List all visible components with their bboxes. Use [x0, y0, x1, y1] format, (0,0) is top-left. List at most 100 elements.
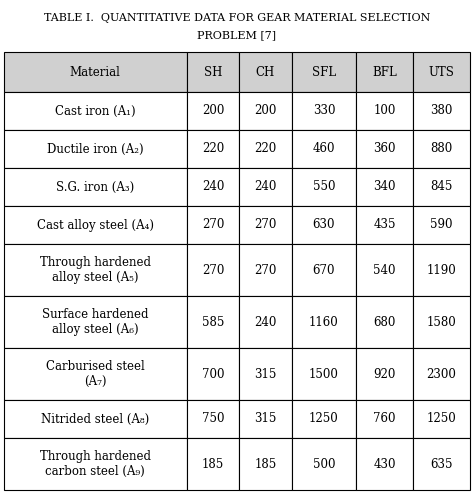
Bar — [413, 400, 470, 438]
Bar — [292, 244, 356, 296]
Text: 500: 500 — [313, 457, 335, 470]
Bar — [187, 244, 239, 296]
Text: 185: 185 — [255, 457, 277, 470]
Bar — [4, 92, 187, 130]
Text: Surface hardened
alloy steel (A₆): Surface hardened alloy steel (A₆) — [42, 308, 148, 336]
Text: 220: 220 — [202, 142, 224, 155]
Text: 360: 360 — [374, 142, 396, 155]
Bar — [413, 348, 470, 400]
Bar — [356, 348, 413, 400]
Text: 1190: 1190 — [427, 264, 456, 277]
Bar — [292, 296, 356, 348]
Text: 380: 380 — [430, 105, 453, 118]
Text: 880: 880 — [430, 142, 453, 155]
Text: Cast alloy steel (A₄): Cast alloy steel (A₄) — [37, 218, 154, 231]
Text: 630: 630 — [313, 218, 335, 231]
Text: 185: 185 — [202, 457, 224, 470]
Bar — [4, 438, 187, 490]
Bar — [239, 244, 292, 296]
Bar — [187, 438, 239, 490]
Bar — [4, 348, 187, 400]
Text: 340: 340 — [374, 180, 396, 193]
Bar — [292, 206, 356, 244]
Bar — [292, 438, 356, 490]
Bar — [413, 244, 470, 296]
Text: 2300: 2300 — [427, 368, 456, 380]
Text: 760: 760 — [374, 412, 396, 425]
Text: 200: 200 — [254, 105, 277, 118]
Bar — [239, 206, 292, 244]
Text: 270: 270 — [202, 264, 224, 277]
Text: BFL: BFL — [372, 66, 397, 79]
Text: UTS: UTS — [428, 66, 455, 79]
Bar — [413, 168, 470, 206]
Bar — [4, 168, 187, 206]
Text: Through hardened
alloy steel (A₅): Through hardened alloy steel (A₅) — [40, 256, 151, 284]
Bar — [187, 52, 239, 92]
Bar — [356, 168, 413, 206]
Bar — [292, 348, 356, 400]
Bar — [356, 438, 413, 490]
Bar — [292, 52, 356, 92]
Bar — [413, 296, 470, 348]
Bar — [187, 296, 239, 348]
Bar — [187, 206, 239, 244]
Text: 635: 635 — [430, 457, 453, 470]
Bar — [292, 92, 356, 130]
Bar — [413, 130, 470, 168]
Bar — [4, 244, 187, 296]
Bar — [4, 296, 187, 348]
Text: 315: 315 — [254, 368, 277, 380]
Text: 460: 460 — [313, 142, 335, 155]
Bar — [292, 168, 356, 206]
Bar — [187, 130, 239, 168]
Text: 100: 100 — [374, 105, 396, 118]
Bar — [187, 92, 239, 130]
Bar — [239, 400, 292, 438]
Bar — [356, 244, 413, 296]
Bar — [413, 52, 470, 92]
Text: TABLE I.  QUANTITATIVE DATA FOR GEAR MATERIAL SELECTION: TABLE I. QUANTITATIVE DATA FOR GEAR MATE… — [44, 13, 430, 23]
Text: 270: 270 — [254, 264, 277, 277]
Text: PROBLEM [7]: PROBLEM [7] — [198, 30, 276, 40]
Text: 540: 540 — [374, 264, 396, 277]
Bar — [356, 52, 413, 92]
Bar — [4, 206, 187, 244]
Bar — [187, 348, 239, 400]
Text: CH: CH — [256, 66, 275, 79]
Text: 270: 270 — [254, 218, 277, 231]
Text: 200: 200 — [202, 105, 224, 118]
Text: 240: 240 — [202, 180, 224, 193]
Text: 220: 220 — [255, 142, 277, 155]
Text: 240: 240 — [254, 316, 277, 329]
Bar — [356, 92, 413, 130]
Bar — [239, 168, 292, 206]
Text: SFL: SFL — [312, 66, 336, 79]
Bar — [356, 296, 413, 348]
Text: 270: 270 — [202, 218, 224, 231]
Bar — [356, 130, 413, 168]
Bar — [239, 348, 292, 400]
Text: 315: 315 — [254, 412, 277, 425]
Bar — [4, 400, 187, 438]
Text: Carburised steel
(A₇): Carburised steel (A₇) — [46, 360, 145, 388]
Text: Cast iron (A₁): Cast iron (A₁) — [55, 105, 136, 118]
Bar — [356, 400, 413, 438]
Bar — [4, 130, 187, 168]
Text: 1160: 1160 — [309, 316, 339, 329]
Text: 750: 750 — [201, 412, 224, 425]
Text: Ductile iron (A₂): Ductile iron (A₂) — [47, 142, 144, 155]
Text: 435: 435 — [374, 218, 396, 231]
Bar — [413, 92, 470, 130]
Text: 1500: 1500 — [309, 368, 339, 380]
Bar — [292, 400, 356, 438]
Text: 330: 330 — [313, 105, 335, 118]
Text: Material: Material — [70, 66, 121, 79]
Text: 700: 700 — [201, 368, 224, 380]
Text: 1250: 1250 — [309, 412, 339, 425]
Bar — [292, 130, 356, 168]
Text: 550: 550 — [313, 180, 335, 193]
Bar — [239, 296, 292, 348]
Text: 240: 240 — [254, 180, 277, 193]
Bar — [413, 438, 470, 490]
